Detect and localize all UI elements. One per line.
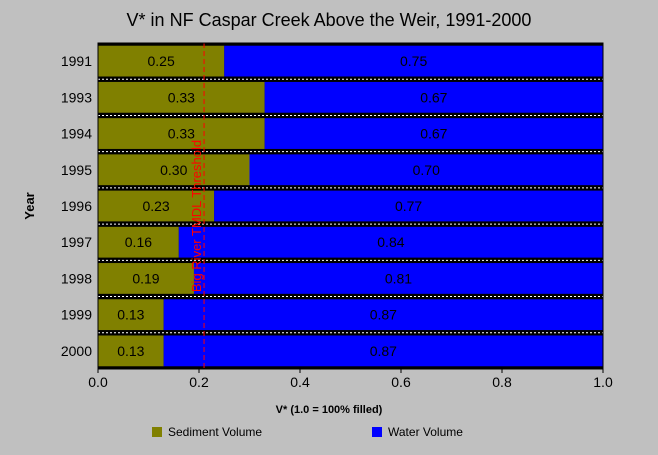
data-label-water-1993: 0.67 [420,89,447,105]
data-label-sediment-1993: 0.33 [168,89,195,105]
bar-sediment-1995 [98,154,250,186]
legend-label-water: Water Volume [388,425,463,439]
x-tick-label-0.2: 0.2 [189,374,209,390]
bar-water-1994 [264,118,603,149]
data-label-sediment-1997: 0.16 [125,234,152,250]
y-tick-label-1996: 1996 [61,198,92,214]
y-tick-label-1997: 1997 [61,234,92,250]
x-axis-label: V* (1.0 = 100% filled) [275,404,383,416]
bar-sediment-1991 [98,45,225,77]
bar-water-1999 [163,299,603,331]
bar-sediment-1994 [98,118,265,149]
bar-sediment-1996 [98,190,215,222]
x-tick-label-0.0: 0.0 [88,374,108,390]
bar-sediment-1993 [98,81,265,113]
y-tick-label-1995: 1995 [61,162,92,178]
data-label-water-1998: 0.81 [385,270,412,286]
threshold-label: Big River TMDL Threshold [189,140,204,292]
x-tick-label-0.6: 0.6 [391,374,411,390]
data-label-water-1997: 0.84 [377,234,404,250]
chart-title: V* in NF Caspar Creek Above the Weir, 19… [126,10,532,30]
data-label-water-1995: 0.70 [413,162,440,178]
x-tick-label-0.8: 0.8 [492,374,512,390]
bar-water-1997 [178,226,604,258]
data-label-sediment-2000: 0.13 [117,343,144,359]
data-label-sediment-1995: 0.30 [160,162,187,178]
data-label-water-1996: 0.77 [395,198,422,214]
y-tick-label-1999: 1999 [61,307,92,323]
data-label-water-1991: 0.75 [400,53,427,69]
bar-water-1991 [224,45,603,77]
x-tick-label-1.0: 1.0 [593,374,613,390]
bar-water-1995 [249,154,603,186]
legend-item-sediment: Sediment Volume [152,425,262,439]
data-label-water-1999: 0.87 [370,307,397,323]
legend-item-water: Water Volume [372,425,463,439]
y-axis-label: Year [22,192,37,219]
bar-water-2000 [163,335,603,367]
y-tick-label-1994: 1994 [61,126,92,142]
data-label-sediment-1996: 0.23 [142,198,169,214]
data-label-sediment-1994: 0.33 [168,126,195,142]
bar-water-1993 [264,81,603,113]
bar-sediment-2000 [98,335,164,367]
data-label-sediment-1998: 0.19 [132,270,159,286]
bar-water-1998 [193,263,603,294]
data-label-water-1994: 0.67 [420,126,447,142]
legend-label-sediment: Sediment Volume [168,425,263,439]
legend-swatch-water [372,427,382,437]
legend-swatch-sediment [152,427,162,437]
plot-frame [97,42,604,370]
bar-sediment-1999 [98,299,164,331]
bar-water-1996 [214,190,603,222]
data-label-water-2000: 0.87 [370,343,397,359]
y-tick-label-1991: 1991 [61,53,92,69]
y-tick-label-1998: 1998 [61,270,92,286]
y-tick-label-1993: 1993 [61,89,92,105]
bar-sediment-1997 [98,226,179,258]
y-tick-label-2000: 2000 [61,343,92,359]
x-tick-label-0.4: 0.4 [290,374,310,390]
data-label-sediment-1991: 0.25 [148,53,175,69]
bar-sediment-1998 [98,263,194,294]
data-label-sediment-1999: 0.13 [117,307,144,323]
